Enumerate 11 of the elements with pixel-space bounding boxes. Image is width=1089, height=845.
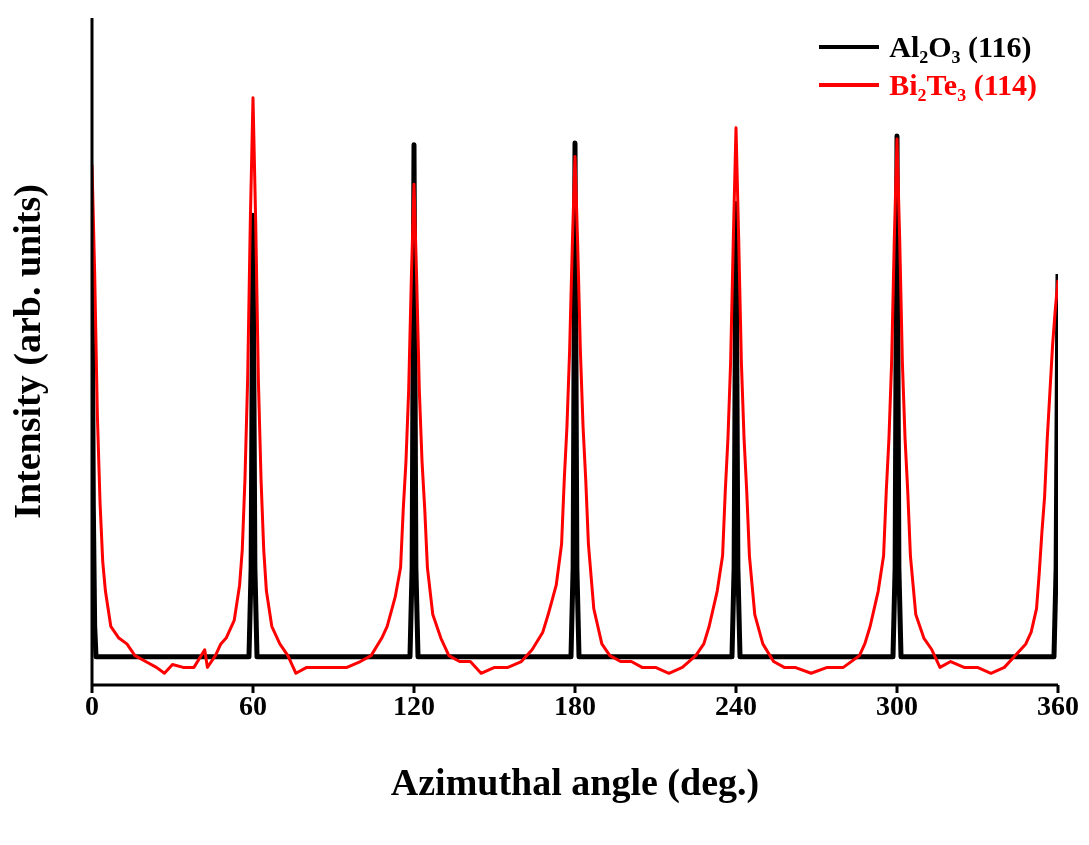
y-axis-title: Intensity (arb. units) bbox=[6, 184, 50, 519]
x-tick-label: 360 bbox=[1037, 689, 1079, 721]
x-tick-label: 0 bbox=[85, 689, 99, 721]
legend-label: Al₂O₃ (116) bbox=[889, 29, 1032, 65]
x-tick-label: 300 bbox=[876, 689, 918, 721]
x-tick-label: 60 bbox=[239, 689, 267, 721]
x-tick-label: 180 bbox=[554, 689, 596, 721]
x-tick-label: 120 bbox=[393, 689, 435, 721]
x-axis-title: Azimuthal angle (deg.) bbox=[390, 761, 760, 804]
x-tick-label: 240 bbox=[715, 689, 757, 721]
legend-label: Bi₂Te₃ (114) bbox=[889, 67, 1037, 103]
